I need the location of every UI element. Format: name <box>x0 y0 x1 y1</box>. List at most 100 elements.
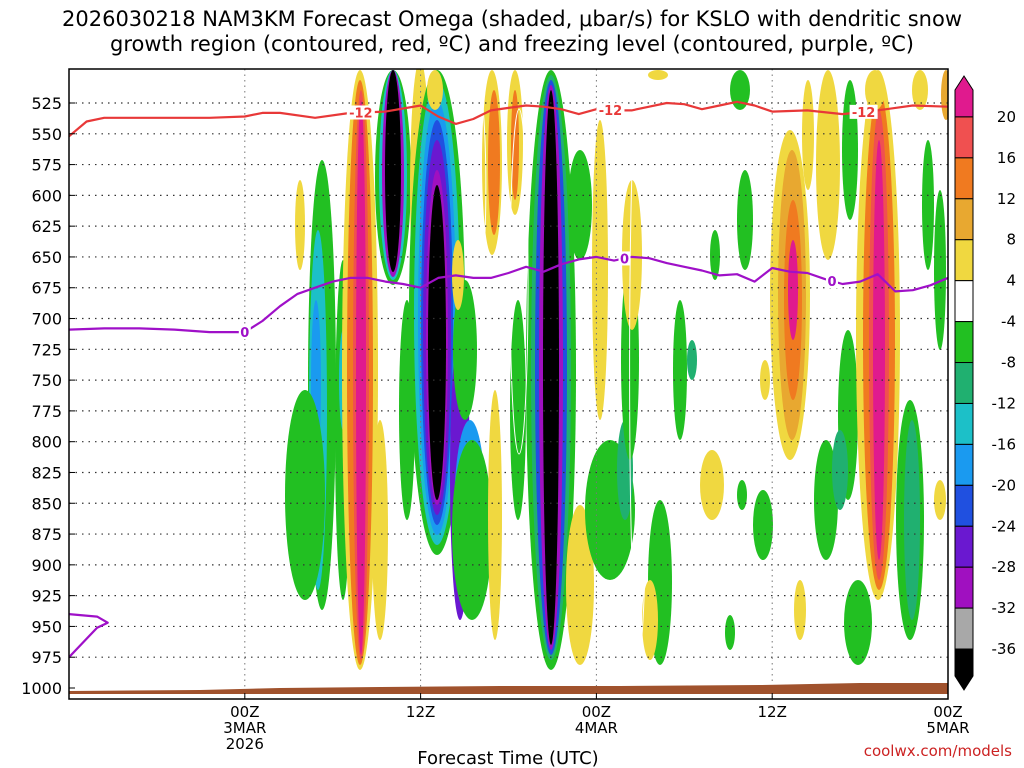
colorbar-swatch <box>954 525 974 568</box>
colorbar-swatch <box>954 239 974 282</box>
omega-shade-region <box>941 70 948 120</box>
contour-label-bg <box>849 104 878 119</box>
omega-shade-region <box>488 390 502 640</box>
omega-shade-region <box>648 70 668 80</box>
contour-label-bg <box>825 274 838 289</box>
omega-shade-region <box>802 80 814 190</box>
x-tick-label: 2026 <box>226 735 264 753</box>
omega-shade-region <box>725 615 735 650</box>
omega-shade-region <box>453 280 477 420</box>
colorbar-label: -16 <box>992 435 1017 453</box>
colorbar-label: -24 <box>992 517 1017 535</box>
y-tick-label: 975 <box>31 648 62 667</box>
y-tick-label: 800 <box>31 433 62 452</box>
omega-shade-region <box>295 180 305 270</box>
omega-shade-region <box>737 170 753 270</box>
ascent-core-outline <box>629 77 649 658</box>
omega-shade-region <box>687 340 697 380</box>
colorbar: 20 16 12 8 4 -4 -8 -12 -16 -20 -24 -28 -32 -36 <box>954 75 1017 691</box>
colorbar-label: 12 <box>997 190 1016 208</box>
contour-line <box>69 100 948 138</box>
colorbar-swatch <box>954 280 974 323</box>
x-tick-label: 5MAR <box>926 719 969 737</box>
y-tick-label: 575 <box>31 156 62 175</box>
colorbar-label: -8 <box>1001 354 1016 372</box>
y-tick-label: 875 <box>31 525 62 544</box>
colorbar-label: 8 <box>1006 231 1016 249</box>
ascent-core-outline <box>467 77 487 295</box>
contour-label: 0 <box>827 275 836 290</box>
y-tick-label: 525 <box>31 94 62 113</box>
y-tick-label: 600 <box>31 186 62 205</box>
omega-shade-region <box>753 490 773 560</box>
y-tick-label: 675 <box>31 279 62 298</box>
omega-shade-region <box>865 70 885 110</box>
omega-shade-region <box>912 70 928 110</box>
colorbar-swatch <box>954 116 974 159</box>
contour-label: -12 <box>852 106 876 121</box>
colorbar-label: 16 <box>997 149 1016 167</box>
omega-shade-region <box>737 480 747 510</box>
x-tick-label: 4MAR <box>575 719 618 737</box>
colorbar-label: -32 <box>992 599 1017 617</box>
y-axis: 525 550 575 600 625 650 675 700 725 750 775 800 825 8… <box>21 94 75 698</box>
y-tick-label: 625 <box>31 217 62 236</box>
contour-line <box>69 255 948 334</box>
colorbar-label: 4 <box>1006 272 1016 290</box>
omega-shading <box>285 69 948 670</box>
colorbar-swatch <box>954 566 974 609</box>
y-tick-label: 725 <box>31 340 62 359</box>
colorbar-swatch <box>954 157 974 200</box>
omega-shade-region <box>873 140 885 560</box>
surface-terrain <box>69 683 948 694</box>
omega-shade-region <box>372 420 388 640</box>
y-tick-label: 850 <box>31 494 62 513</box>
omega-shade-region <box>710 230 720 280</box>
omega-shade-region <box>285 390 325 600</box>
contour-line <box>69 613 109 658</box>
contour-label-bg <box>346 105 375 120</box>
omega-shade-region <box>622 180 642 330</box>
chart-subtitle: growth region (contoured, red, ºC) and f… <box>110 32 914 56</box>
omega-shade-region <box>427 70 443 110</box>
chart-title: 2026030218 NAM3KM Forecast Omega (shaded… <box>62 7 962 31</box>
y-tick-label: 650 <box>31 248 62 267</box>
omega-shade-region <box>642 580 658 660</box>
colorbar-swatch <box>954 484 974 527</box>
contour-label-bg <box>618 251 631 266</box>
y-tick-label: 775 <box>31 402 62 421</box>
contours: -12 -12 -12 0 0 0 <box>69 100 948 658</box>
colorbar-swatch <box>954 362 974 404</box>
colorbar-swatch <box>954 648 974 691</box>
colorbar-swatch <box>954 607 974 650</box>
x-tick-label: 00Z <box>933 703 962 721</box>
omega-shade-region <box>794 580 806 640</box>
y-tick-label: 825 <box>31 463 62 482</box>
omega-shade-region <box>788 240 798 340</box>
y-tick-label: 750 <box>31 371 62 390</box>
surface-ground <box>69 683 948 694</box>
omega-shade-region <box>934 480 946 520</box>
colorbar-label: 20 <box>997 108 1016 126</box>
colorbar-swatch <box>954 443 974 486</box>
x-tick-label: 3MAR <box>223 719 266 737</box>
y-tick-label: 900 <box>31 556 62 575</box>
colorbar-label: -36 <box>992 640 1017 658</box>
colorbar-swatch <box>954 402 974 445</box>
colorbar-swatch <box>954 198 974 241</box>
colorbar-label: -12 <box>992 394 1017 412</box>
omega-shade-region <box>511 90 519 200</box>
colorbar-label: -28 <box>992 558 1017 576</box>
omega-shade-region <box>904 420 920 620</box>
x-axis-label: Forecast Time (UTC) <box>417 748 598 768</box>
omega-shade-region <box>832 430 848 510</box>
colorbar-swatch <box>954 321 974 364</box>
contour-label: -12 <box>599 104 623 119</box>
contour-label-bg <box>238 325 251 340</box>
colorbar-swatch <box>954 75 974 118</box>
omega-shade-region <box>543 90 559 645</box>
contour-label: -12 <box>349 106 373 121</box>
omega-shade-region <box>356 100 366 655</box>
